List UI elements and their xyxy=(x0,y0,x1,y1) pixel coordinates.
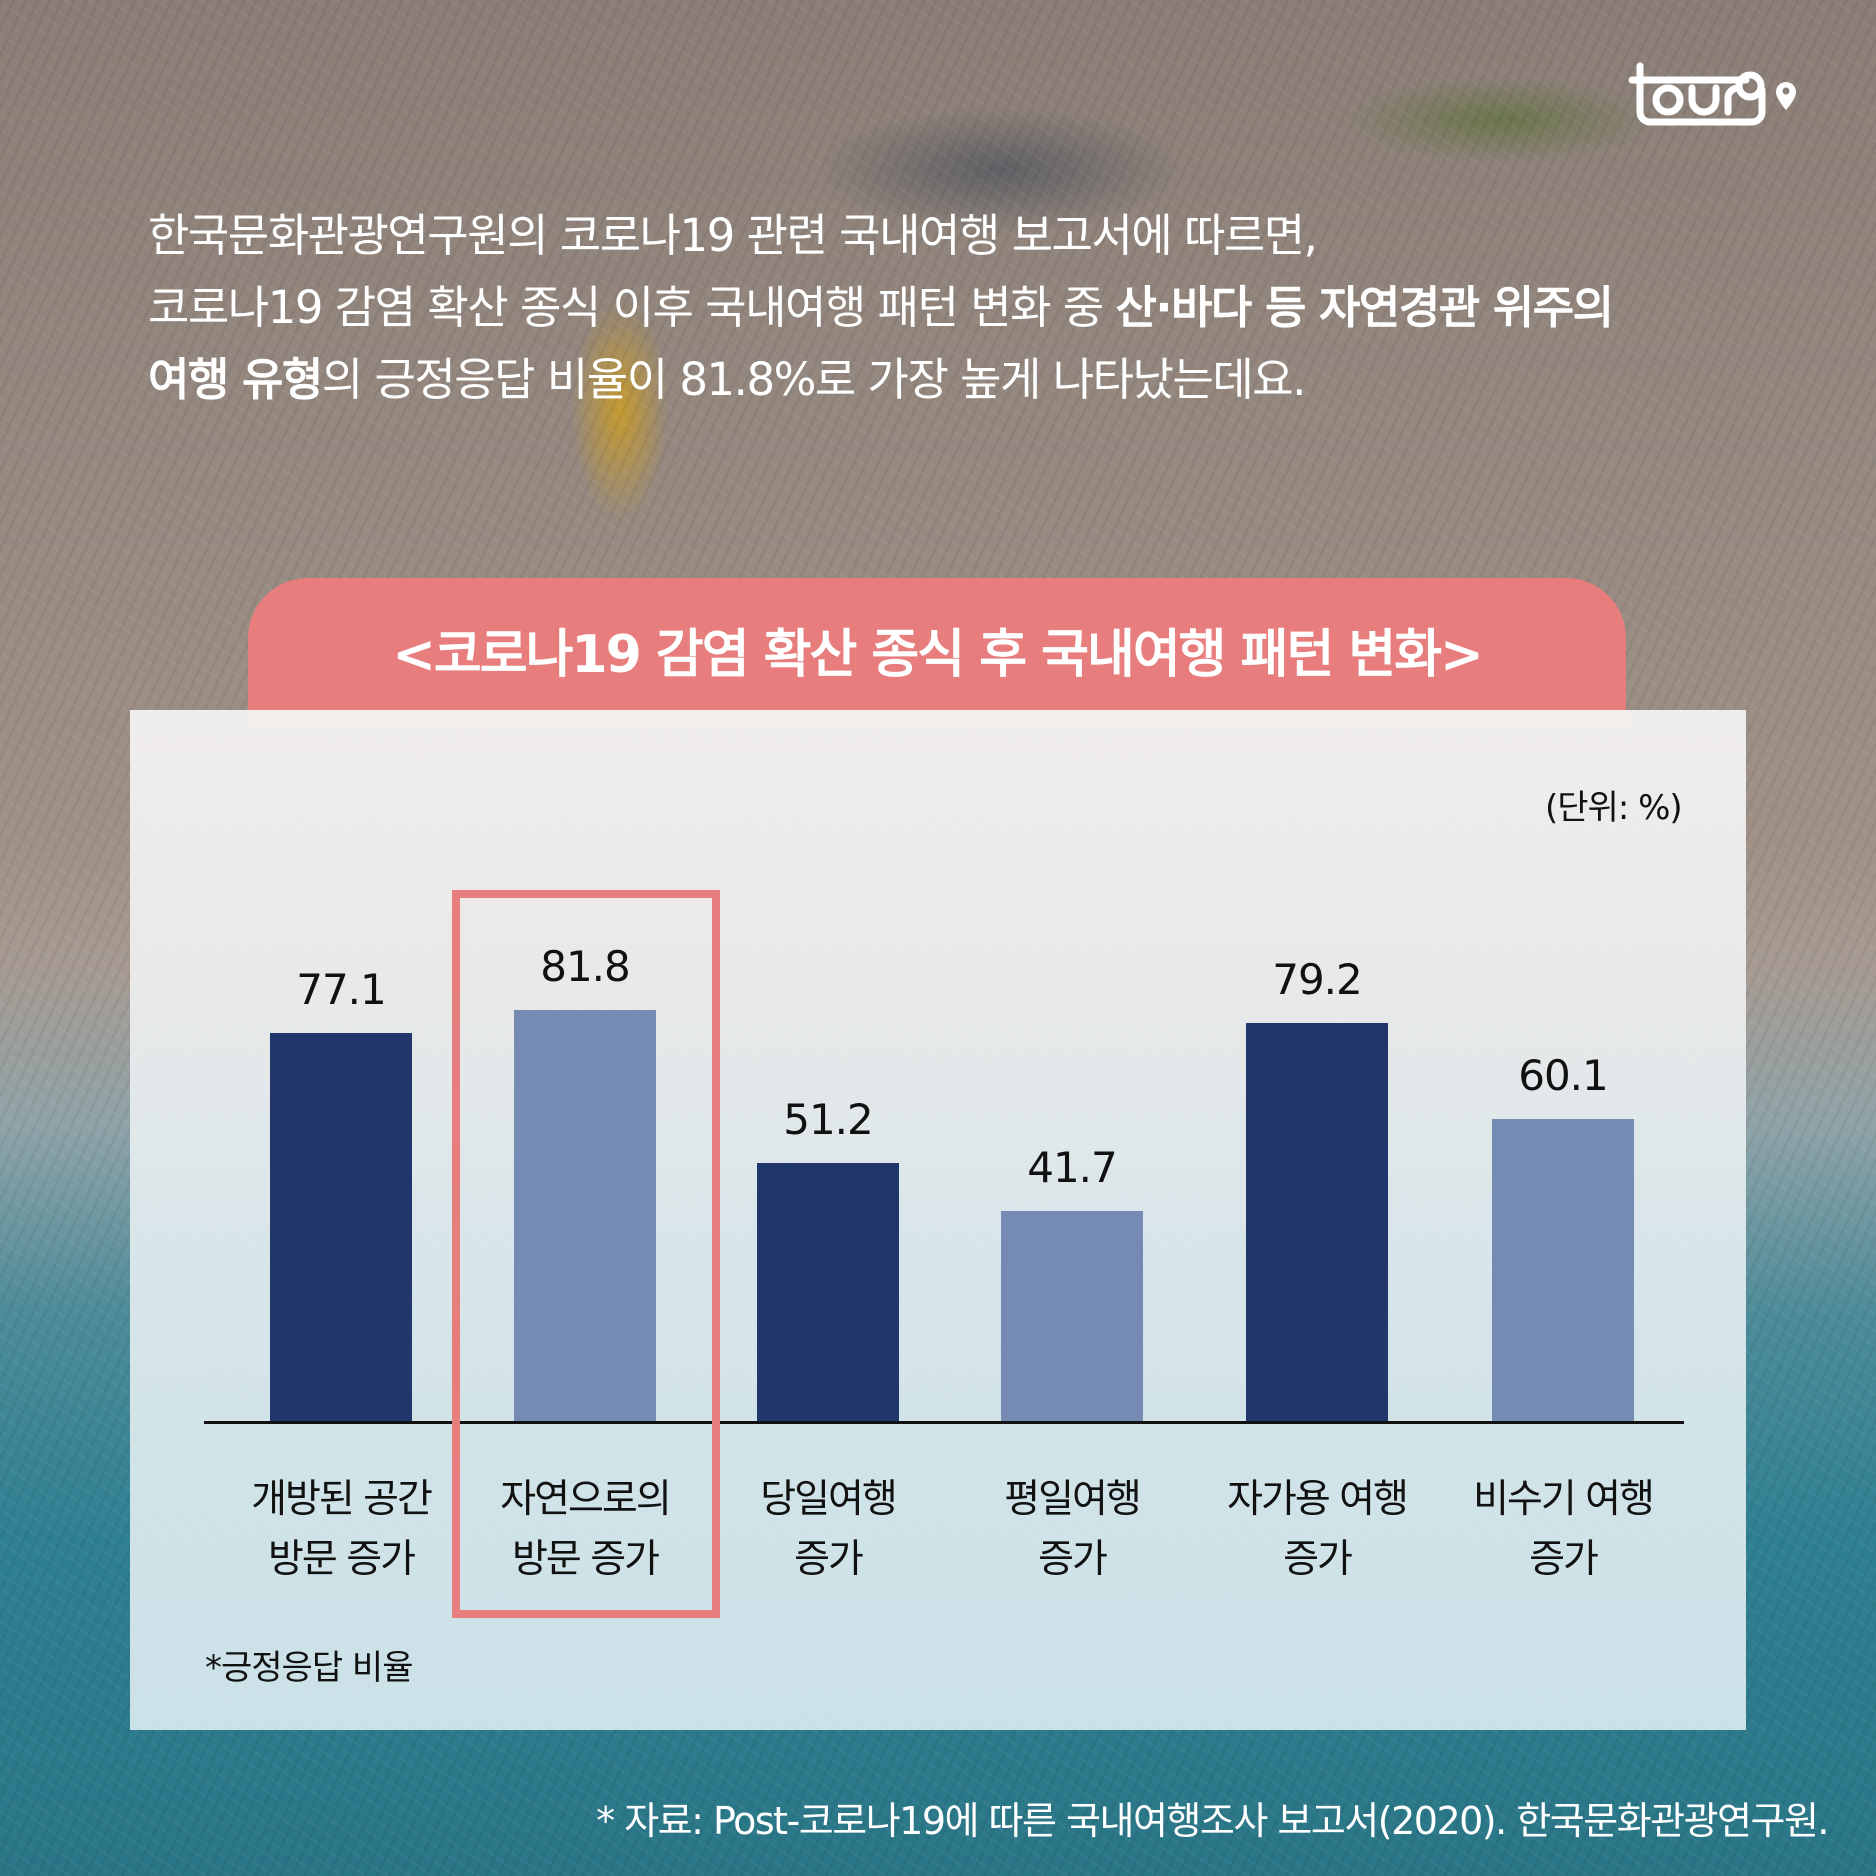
bar-5 xyxy=(1246,1023,1388,1421)
bar-4 xyxy=(1001,1211,1143,1421)
bar-value-label: 51.2 xyxy=(783,1095,874,1144)
category-label-line-1: 자가용 여행 xyxy=(1227,1477,1409,1522)
intro-line-2: 코로나19 감염 확산 종식 이후 국내여행 패턴 변화 중 산·바다 등 자연… xyxy=(148,272,1788,344)
category-label-line-2: 방문 증가 xyxy=(512,1537,660,1582)
category-label-line-2: 방문 증가 xyxy=(268,1537,416,1582)
bar-value-label: 79.2 xyxy=(1272,955,1363,1004)
category-label-line-2: 증가 xyxy=(1038,1537,1108,1582)
category-label-line-1: 당일여행 xyxy=(760,1477,898,1522)
source-citation: * 자료: Post-코로나19에 따른 국내여행조사 보고서(2020). 한… xyxy=(596,1799,1829,1843)
tour9-logo xyxy=(1628,60,1808,130)
category-label-line-2: 증가 xyxy=(1283,1537,1353,1582)
intro-paragraph: 한국문화관광연구원의 코로나19 관련 국내여행 보고서에 따르면, 코로나19… xyxy=(148,200,1788,416)
tour9-logo-icon xyxy=(1628,62,1796,126)
intro-line-2-regular: 코로나19 감염 확산 종식 이후 국내여행 패턴 변화 중 xyxy=(148,281,1116,334)
highlight-box xyxy=(452,890,720,1618)
unit-label: (단위: %) xyxy=(1545,788,1683,828)
chart-header-tab: <코로나19 감염 확산 종식 후 국내여행 패턴 변화> xyxy=(248,578,1626,728)
x-axis-baseline xyxy=(204,1421,1684,1424)
category-label-line-2: 증가 xyxy=(794,1537,864,1582)
category-label-line-1: 평일여행 xyxy=(1004,1477,1142,1522)
bar-value-label: 77.1 xyxy=(296,965,387,1014)
chart-footnote: *긍정응답 비율 xyxy=(205,1648,413,1688)
category-label-line-1: 비수기 여행 xyxy=(1473,1477,1655,1522)
map-pin-icon xyxy=(1776,82,1796,110)
bar-value-label: 81.8 xyxy=(540,942,631,991)
bar-1 xyxy=(270,1033,412,1421)
category-label-line-1: 개방된 공간 xyxy=(251,1477,433,1522)
bar-6 xyxy=(1492,1119,1634,1421)
bar-value-label: 41.7 xyxy=(1027,1143,1118,1192)
intro-line-1: 한국문화관광연구원의 코로나19 관련 국내여행 보고서에 따르면, xyxy=(148,209,1318,262)
intro-line-3: 여행 유형의 긍정응답 비율이 81.8%로 가장 높게 나타났는데요. xyxy=(148,344,1788,416)
intro-line-3-bold: 여행 유형 xyxy=(148,353,323,406)
bar-2 xyxy=(514,1010,656,1421)
chart-title: <코로나19 감염 확산 종식 후 국내여행 패턴 변화> xyxy=(392,625,1483,685)
category-label-line-1: 자연으로의 xyxy=(500,1477,671,1522)
bar-3 xyxy=(757,1163,899,1421)
intro-line-2-bold: 산·바다 등 자연경관 위주의 xyxy=(1115,281,1615,334)
intro-line-3-regular: 의 긍정응답 비율이 81.8%로 가장 높게 나타났는데요. xyxy=(321,353,1307,406)
category-label-line-2: 증가 xyxy=(1529,1537,1599,1582)
bar-value-label: 60.1 xyxy=(1518,1051,1609,1100)
